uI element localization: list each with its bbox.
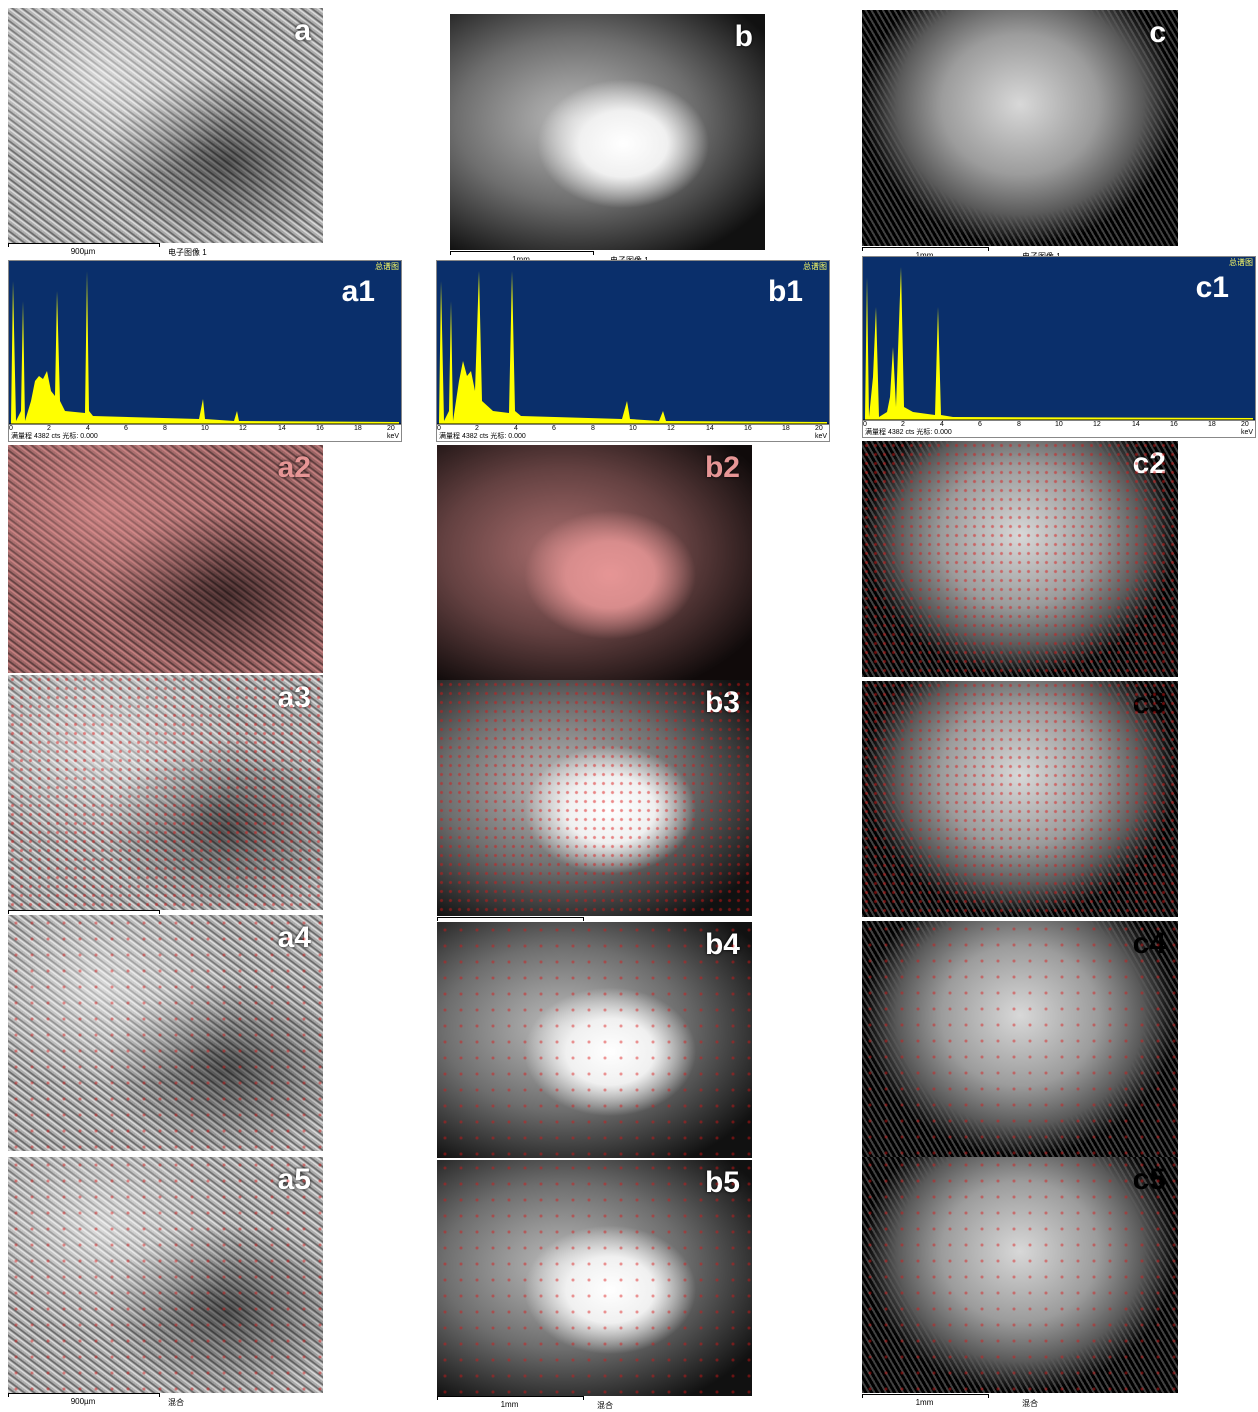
spectrum-title-b1: 总谱图 — [803, 262, 827, 271]
scale-text-a5: 900µm — [70, 1397, 96, 1406]
map-image-a5: a5 — [8, 1157, 323, 1393]
eds-spectrum-a1: 总谱图 a1 满量程 4382 cts 光标: 0.000 0 2 4 6 8 … — [8, 260, 402, 442]
eds-spectrum-b1: 总谱图 b1 满量程 4382 cts 光标: 0.000 0 2 4 6 8 … — [436, 260, 830, 442]
panel-label-b5: b5 — [704, 1166, 740, 1199]
caption-c5: 混合 — [1022, 1399, 1038, 1408]
panel-label-b4: b4 — [704, 928, 740, 961]
map-image-b3: b3 — [437, 680, 752, 916]
spectrum-footer-c1: 满量程 4382 cts 光标: 0.000 — [865, 429, 952, 436]
scalebar-a5: 900µm 混合 — [8, 1393, 258, 1409]
map-image-a3: a3 — [8, 675, 323, 910]
map-image-a4: a4 — [8, 915, 323, 1151]
spectrum-title-a1: 总谱图 — [375, 262, 399, 271]
caption-b5: 混合 — [597, 1401, 613, 1410]
panel-label-b1: b1 — [767, 275, 803, 308]
panel-label-b2: b2 — [704, 451, 740, 484]
spectrum-svg-c1 — [863, 257, 1255, 421]
panel-label-a3: a3 — [277, 681, 311, 714]
caption-a: 电子图像 1 — [168, 248, 207, 257]
map-image-b2: b2 — [437, 445, 752, 681]
panel-label-a: a — [294, 14, 311, 47]
scale-text-b: 1mm — [450, 255, 592, 264]
panel-label-a2: a2 — [277, 451, 311, 484]
panel-label-a4: a4 — [277, 921, 311, 954]
spectrum-footer-b1: 满量程 4382 cts 光标: 0.000 — [439, 433, 526, 440]
map-image-b5: b5 — [437, 1160, 752, 1396]
panel-label-c4: c4 — [1132, 927, 1166, 960]
panel-label-b3: b3 — [704, 686, 740, 719]
panel-label-c5: c5 — [1132, 1163, 1166, 1196]
panel-label-c2: c2 — [1132, 447, 1166, 480]
panel-label-a5: a5 — [277, 1163, 311, 1196]
panel-label-c3: c3 — [1132, 687, 1166, 720]
scale-text-a: 900µm — [70, 247, 96, 256]
panel-label-a1: a1 — [341, 275, 375, 308]
sem-image-b: b — [450, 14, 765, 250]
map-image-c4: c4 — [862, 921, 1178, 1157]
scale-text-b5: 1mm — [500, 1400, 519, 1409]
map-image-a2: a2 — [8, 445, 323, 673]
spectrum-footer-a1: 满量程 4382 cts 光标: 0.000 — [11, 433, 98, 440]
scalebar-c5: 1mm 混合 — [862, 1394, 1112, 1410]
scale-text-c: 1mm — [862, 251, 987, 260]
map-image-b4: b4 — [437, 922, 752, 1158]
spectrum-svg-b1 — [437, 261, 829, 425]
map-image-c3: c3 — [862, 681, 1178, 917]
spectrum-title-c1: 总谱图 — [1229, 258, 1253, 267]
sem-image-a: a — [8, 8, 323, 243]
eds-spectrum-c1: 总谱图 c1 满量程 4382 cts 光标: 0.000 0 2 4 6 8 … — [862, 256, 1256, 438]
scalebar-b5: 1mm 混合 — [437, 1396, 687, 1412]
panel-label-c: c — [1149, 16, 1166, 49]
ticks-c1: 0 2 4 6 8 10 12 14 16 18 20 keV — [863, 421, 1254, 436]
scale-text-c5: 1mm — [915, 1398, 934, 1407]
sem-image-c: c — [862, 10, 1178, 246]
caption-a5: 混合 — [168, 1398, 184, 1407]
map-image-c2: c2 — [862, 441, 1178, 677]
scalebar-a: 900µm 电子图像 1 — [8, 243, 258, 259]
panel-label-c1: c1 — [1195, 271, 1229, 304]
panel-label-b: b — [734, 20, 753, 53]
ticks-b1: 0 2 4 6 8 10 12 14 16 18 20 keV — [437, 425, 828, 440]
map-image-c5: c5 — [862, 1157, 1178, 1393]
ticks-a1: 0 2 4 6 8 10 12 14 16 18 20 keV — [9, 425, 400, 440]
spectrum-svg-a1 — [9, 261, 401, 425]
